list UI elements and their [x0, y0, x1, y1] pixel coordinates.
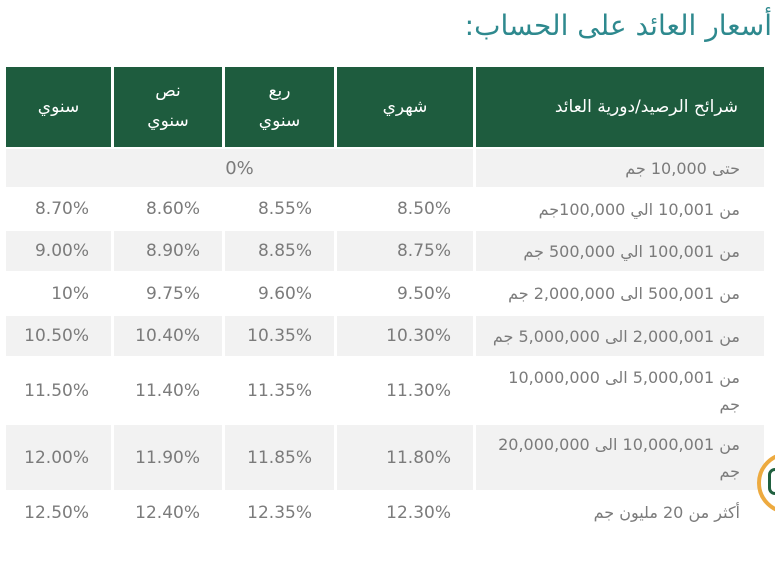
rate-cell-quarterly: 9.60% [225, 273, 334, 315]
rate-cell-annual: 10.50% [6, 316, 111, 357]
tier-label-cell: أكثر من 20 مليون جم [476, 492, 764, 534]
tier-label-cell: من 5,000,001 الى 10,000,000 جم [476, 358, 764, 424]
rate-cell-monthly: 9.50% [337, 273, 473, 315]
rate-cell-merged-zero: 0% [6, 149, 473, 188]
interest-rates-table: شرائح الرصيد/دورية العائد شهري ربع سنوي … [3, 65, 767, 535]
table-row-tier-3: من 100,001 الي 500,000 جم 8.75% 8.85% 8.… [6, 231, 764, 272]
rate-cell-semiannual: 8.60% [114, 189, 222, 230]
rate-cell-annual: 12.00% [6, 425, 111, 491]
rate-cell-quarterly: 8.85% [225, 231, 334, 272]
tier-label-cell: من 100,001 الي 500,000 جم [476, 231, 764, 272]
col-header-annual: سنوي [6, 67, 111, 148]
rate-cell-annual: 12.50% [6, 492, 111, 534]
rate-cell-semiannual: 8.90% [114, 231, 222, 272]
rate-cell-monthly: 12.30% [337, 492, 473, 534]
page-title: أسعار العائد على الحساب: [464, 9, 772, 42]
rate-cell-annual: 8.70% [6, 189, 111, 230]
rate-cell-quarterly: 11.35% [225, 358, 334, 424]
col-header-quarterly-label: ربع سنوي [258, 81, 301, 132]
rate-cell-monthly: 10.30% [337, 316, 473, 357]
table-row-tier-5: من 2,000,001 الى 5,000,000 جم 10.30% 10.… [6, 316, 764, 357]
rate-cell-monthly: 8.50% [337, 189, 473, 230]
table-row-tier-2: من 10,001 الي 100,000جم 8.50% 8.55% 8.60… [6, 189, 764, 230]
table-row-tier-4: من 500,001 الى 2,000,000 جم 9.50% 9.60% … [6, 273, 764, 315]
table-row-tier-6: من 5,000,001 الى 10,000,000 جم 11.30% 11… [6, 358, 764, 424]
table-row-tier-8: أكثر من 20 مليون جم 12.30% 12.35% 12.40%… [6, 492, 764, 534]
col-header-quarterly: ربع سنوي [225, 67, 334, 148]
rate-cell-quarterly: 12.35% [225, 492, 334, 534]
bank-logo-icon [768, 468, 775, 495]
table-row-tier-7: من 10,000,001 الى 20,000,000 جم 11.80% 1… [6, 425, 764, 491]
rate-cell-semiannual: 12.40% [114, 492, 222, 534]
rate-cell-semiannual: 11.40% [114, 358, 222, 424]
tier-label-cell: حتى 10,000 جم [476, 149, 764, 188]
tier-label-cell: من 500,001 الى 2,000,000 جم [476, 273, 764, 315]
tier-label-cell: من 10,000,001 الى 20,000,000 جم [476, 425, 764, 491]
table-row-tier-1: حتى 10,000 جم 0% [6, 149, 764, 188]
tier-label-cell: من 2,000,001 الى 5,000,000 جم [476, 316, 764, 357]
rate-cell-monthly: 11.80% [337, 425, 473, 491]
rate-cell-annual: 9.00% [6, 231, 111, 272]
tier-label-cell: من 10,001 الي 100,000جم [476, 189, 764, 230]
rate-cell-semiannual: 10.40% [114, 316, 222, 357]
rate-cell-quarterly: 8.55% [225, 189, 334, 230]
col-header-semiannual: نص سنوي [114, 67, 222, 148]
rate-cell-monthly: 11.30% [337, 358, 473, 424]
col-header-semiannual-label: نص سنوي [147, 81, 189, 132]
table-header-row: شرائح الرصيد/دورية العائد شهري ربع سنوي … [6, 67, 764, 148]
rate-cell-quarterly: 10.35% [225, 316, 334, 357]
col-header-balance-tiers: شرائح الرصيد/دورية العائد [476, 67, 764, 148]
rate-cell-quarterly: 11.85% [225, 425, 334, 491]
rate-cell-annual: 11.50% [6, 358, 111, 424]
rate-cell-annual: 10% [6, 273, 111, 315]
rate-cell-semiannual: 9.75% [114, 273, 222, 315]
rate-cell-monthly: 8.75% [337, 231, 473, 272]
rate-cell-semiannual: 11.90% [114, 425, 222, 491]
col-header-monthly: شهري [337, 67, 473, 148]
